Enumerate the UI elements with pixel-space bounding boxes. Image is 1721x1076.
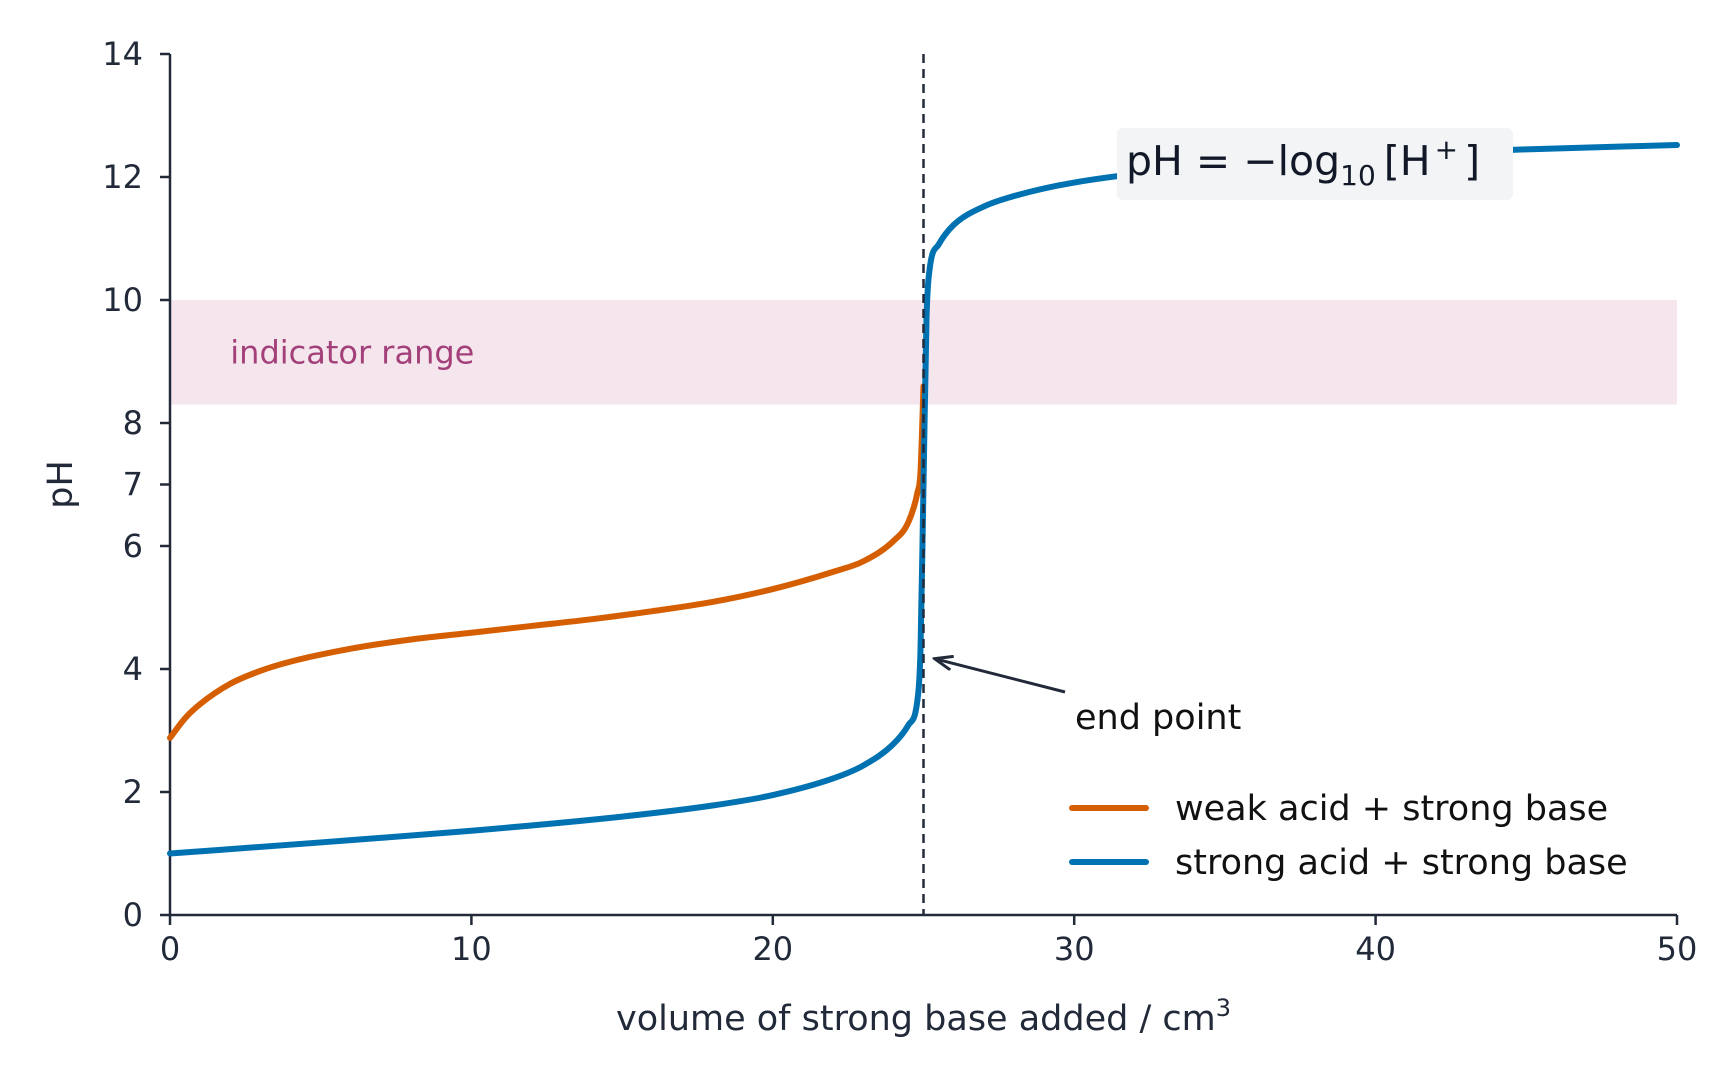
formula-bracket-close: ] [1464,137,1480,185]
x-axis-title: volume of strong base added / cm3 [616,994,1231,1039]
x-tick-label: 40 [1355,930,1396,968]
x-ticks: 0 10 20 30 40 50 [160,915,1698,968]
y-tick-label: 10 [102,281,143,319]
end-point-arrow [935,659,1066,694]
legend-label: weak acid + strong base [1175,789,1608,829]
formula-superscript: + [1435,133,1458,166]
y-axis-title: pH [41,460,81,509]
formula-base: pH = −log [1126,137,1340,185]
y-tick-label: 12 [102,158,143,196]
series-line-weak-acid [167,383,927,741]
y-tick-label: 2 [123,773,143,811]
x-tick-label: 0 [160,930,180,968]
x-axis-title-main: volume of strong base added / cm [616,999,1216,1039]
y-ticks: 0 2 4 6 7 8 10 12 14 [102,35,170,934]
x-axis-title-sup: 3 [1216,994,1231,1022]
axes: 0 10 20 30 40 50 0 2 4 6 7 8 10 12 14 [102,35,1697,968]
y-tick-label: 7 [123,466,143,504]
y-tick-label: 8 [123,404,143,442]
y-tick-label: 0 [123,896,143,934]
end-point-label: end point [1075,698,1241,738]
legend: weak acid + strong base strong acid + str… [1069,789,1628,883]
x-tick-label: 20 [752,930,793,968]
x-tick-label: 30 [1054,930,1095,968]
formula-subscript: 10 [1340,159,1376,192]
indicator-range-label: indicator range [230,333,474,371]
y-tick-label: 4 [123,650,143,688]
formula-text: pH = −log10 [H +] [1126,133,1480,192]
x-tick-label: 50 [1657,930,1698,968]
x-tick-label: 10 [451,930,492,968]
formula-box [1117,128,1513,200]
ph-formula: pH = −log10 [H +] [1117,128,1513,200]
y-tick-label: 14 [102,35,143,73]
legend-label: strong acid + strong base [1175,843,1628,883]
y-tick-label: 6 [123,527,143,565]
formula-bracket-open: [H [1384,137,1431,185]
